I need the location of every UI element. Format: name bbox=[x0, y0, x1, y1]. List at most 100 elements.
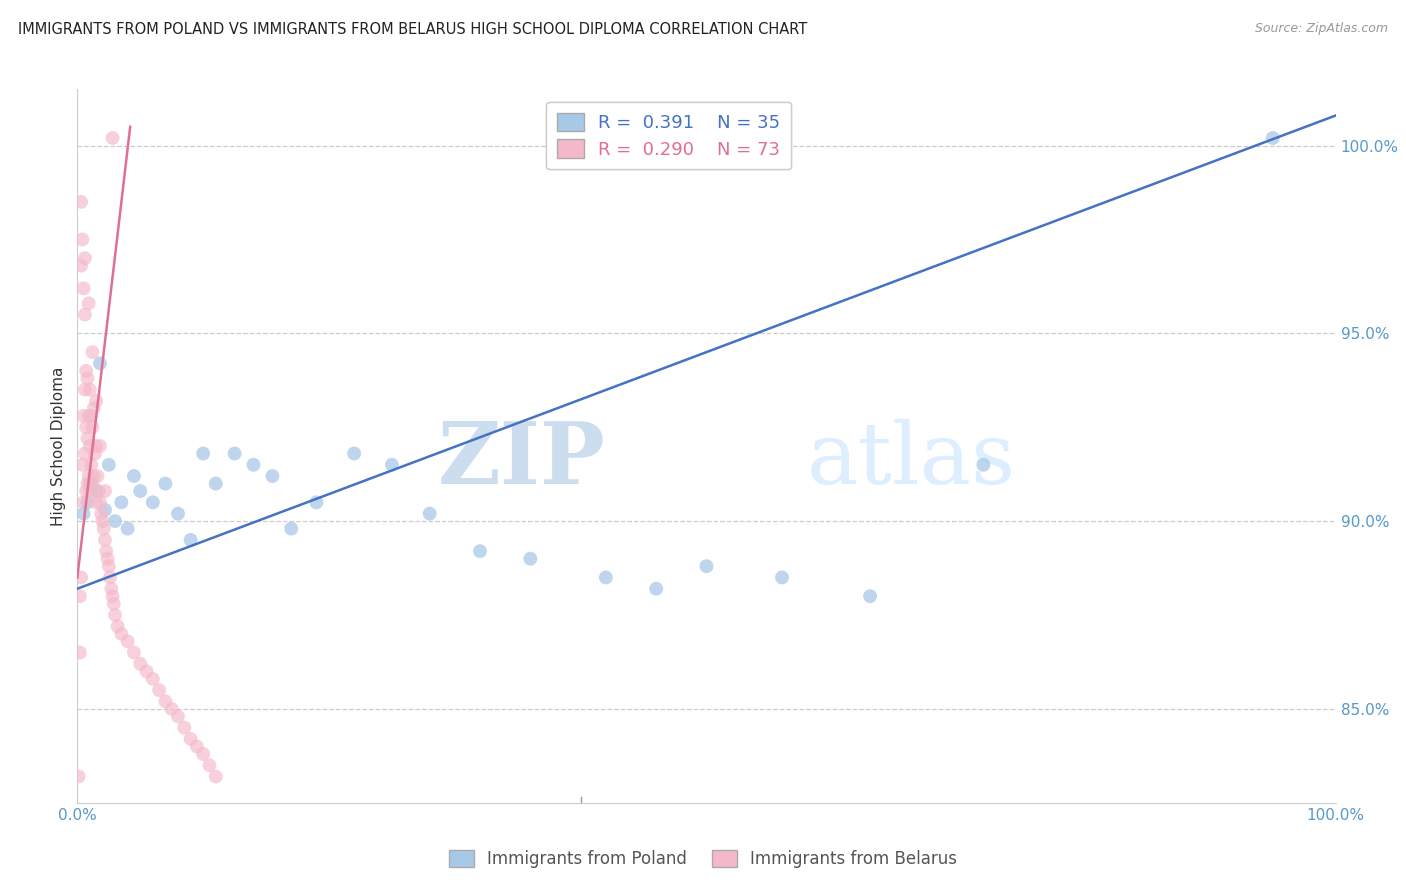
Legend: Immigrants from Poland, Immigrants from Belarus: Immigrants from Poland, Immigrants from … bbox=[441, 843, 965, 875]
Point bbox=[242, 458, 264, 472]
Text: IMMIGRANTS FROM POLAND VS IMMIGRANTS FROM BELARUS HIGH SCHOOL DIPLOMA CORRELATIO: IMMIGRANTS FROM POLAND VS IMMIGRANTS FRO… bbox=[18, 22, 807, 37]
Point bbox=[72, 409, 94, 423]
Point bbox=[180, 533, 202, 547]
Point bbox=[73, 446, 96, 460]
Point bbox=[67, 770, 90, 784]
Point bbox=[84, 484, 107, 499]
Point bbox=[696, 559, 718, 574]
Point bbox=[343, 446, 366, 460]
Point bbox=[770, 570, 793, 584]
Point bbox=[155, 694, 177, 708]
Point bbox=[69, 646, 91, 660]
Point bbox=[87, 484, 110, 499]
Point bbox=[93, 522, 115, 536]
Point bbox=[89, 356, 111, 370]
Point bbox=[79, 439, 101, 453]
Point bbox=[381, 458, 404, 472]
Legend: R =  0.391    N = 35, R =  0.290    N = 73: R = 0.391 N = 35, R = 0.290 N = 73 bbox=[546, 102, 792, 169]
Y-axis label: High School Diploma: High School Diploma bbox=[51, 367, 66, 525]
Point bbox=[191, 747, 215, 761]
Point bbox=[80, 409, 103, 423]
Point bbox=[82, 420, 104, 434]
Point bbox=[204, 476, 226, 491]
Point bbox=[77, 469, 100, 483]
Point bbox=[72, 507, 94, 521]
Point bbox=[198, 758, 221, 772]
Point bbox=[72, 495, 94, 509]
Point bbox=[76, 495, 98, 509]
Point bbox=[72, 458, 94, 472]
Point bbox=[167, 507, 190, 521]
Point bbox=[84, 393, 107, 408]
Point bbox=[70, 259, 93, 273]
Point bbox=[72, 232, 94, 246]
Point bbox=[75, 420, 97, 434]
Point bbox=[101, 589, 124, 603]
Point bbox=[72, 281, 94, 295]
Point bbox=[595, 570, 617, 584]
Point bbox=[645, 582, 668, 596]
Point bbox=[89, 439, 111, 453]
Text: Source: ZipAtlas.com: Source: ZipAtlas.com bbox=[1254, 22, 1388, 36]
Point bbox=[148, 683, 170, 698]
Point bbox=[142, 672, 165, 686]
Point bbox=[135, 665, 157, 679]
Point bbox=[97, 458, 120, 472]
Point bbox=[83, 469, 105, 483]
Point bbox=[224, 446, 246, 460]
Point bbox=[80, 458, 103, 472]
Point bbox=[94, 533, 117, 547]
Point bbox=[82, 345, 104, 359]
Point bbox=[103, 597, 125, 611]
Point bbox=[77, 409, 100, 423]
Point bbox=[90, 507, 112, 521]
Point bbox=[75, 364, 97, 378]
Point bbox=[89, 495, 111, 509]
Point bbox=[91, 514, 114, 528]
Point bbox=[75, 484, 97, 499]
Point bbox=[96, 551, 118, 566]
Text: ZIP: ZIP bbox=[439, 418, 606, 502]
Point bbox=[110, 627, 132, 641]
Point bbox=[76, 476, 98, 491]
Point bbox=[101, 131, 124, 145]
Point bbox=[98, 570, 121, 584]
Point bbox=[86, 469, 108, 483]
Point bbox=[73, 383, 96, 397]
Point bbox=[104, 514, 127, 528]
Point bbox=[419, 507, 441, 521]
Point bbox=[129, 484, 152, 499]
Point bbox=[107, 619, 129, 633]
Point bbox=[180, 731, 202, 746]
Point bbox=[1261, 131, 1284, 145]
Point bbox=[129, 657, 152, 671]
Point bbox=[468, 544, 491, 558]
Point bbox=[117, 522, 139, 536]
Point bbox=[76, 371, 98, 385]
Point bbox=[122, 646, 145, 660]
Point bbox=[122, 469, 145, 483]
Point bbox=[77, 296, 100, 310]
Point bbox=[94, 503, 117, 517]
Point bbox=[167, 709, 190, 723]
Point bbox=[94, 484, 117, 499]
Point bbox=[262, 469, 284, 483]
Point bbox=[97, 559, 120, 574]
Point bbox=[79, 383, 101, 397]
Point bbox=[84, 495, 107, 509]
Point bbox=[859, 589, 882, 603]
Point bbox=[173, 721, 195, 735]
Point bbox=[305, 495, 328, 509]
Point bbox=[96, 544, 118, 558]
Point bbox=[142, 495, 165, 509]
Point bbox=[70, 194, 93, 209]
Point bbox=[79, 484, 101, 499]
Point bbox=[83, 401, 105, 416]
Point bbox=[100, 582, 122, 596]
Point bbox=[110, 495, 132, 509]
Point bbox=[155, 476, 177, 491]
Point bbox=[79, 476, 101, 491]
Point bbox=[519, 551, 541, 566]
Point bbox=[73, 308, 96, 322]
Point bbox=[117, 634, 139, 648]
